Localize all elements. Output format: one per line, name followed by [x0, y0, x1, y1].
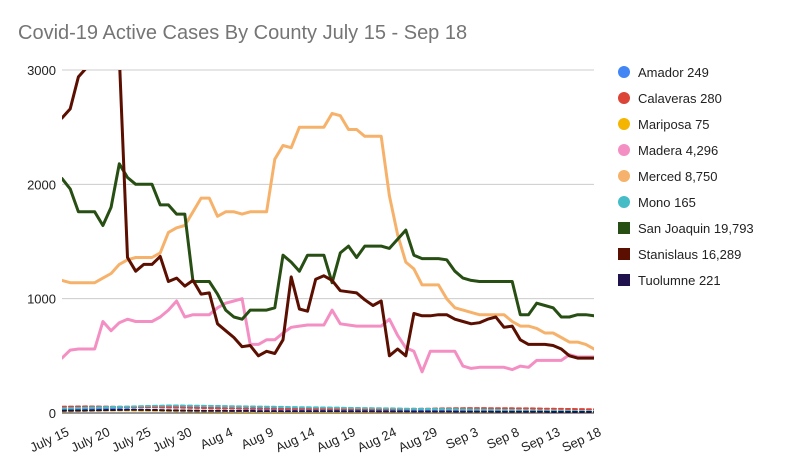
- legend-label: Madera 4,296: [638, 143, 718, 158]
- legend-label: Calaveras 280: [638, 91, 722, 106]
- y-tick-label: 3000: [27, 63, 56, 78]
- legend-marker: [618, 118, 630, 130]
- y-axis: 0 1000 2000 3000: [27, 63, 56, 421]
- x-tick-label: Aug 9: [239, 424, 276, 452]
- legend-marker: [618, 248, 630, 260]
- x-tick-label: July 25: [109, 424, 153, 455]
- series-line: [62, 408, 594, 413]
- x-tick-label: July 20: [69, 424, 113, 455]
- y-tick-label: 0: [49, 406, 56, 421]
- x-tick-label: Aug 29: [396, 424, 440, 455]
- legend-marker: [618, 144, 630, 156]
- series-line: [62, 404, 594, 413]
- x-tick-label: Aug 24: [355, 424, 399, 455]
- series-line: [62, 297, 594, 374]
- y-tick-label: 2000: [27, 177, 56, 192]
- x-tick-label: Aug 4: [198, 424, 235, 452]
- legend-marker: [618, 274, 630, 286]
- legend-label: Mono 165: [638, 195, 696, 210]
- series-line: [62, 111, 594, 351]
- legend-label: Tuolumne 221: [638, 273, 721, 288]
- chart-title: Covid-19 Active Cases By County July 15 …: [18, 22, 468, 44]
- legend-label: Stanislaus 16,289: [638, 247, 741, 262]
- legend-label: Mariposa 75: [638, 117, 710, 132]
- series-line: [62, 405, 594, 411]
- x-tick-label: July 15: [28, 424, 72, 455]
- legend-label: Amador 249: [638, 65, 709, 80]
- legend-marker: [618, 222, 630, 234]
- x-tick-label: Sep 18: [560, 424, 604, 455]
- y-tick-label: 1000: [27, 292, 56, 307]
- legend: Amador 249 Calaveras 280 Mariposa 75 Madera…: [618, 65, 754, 288]
- series-lines: [62, 70, 594, 413]
- x-tick-label: Sep 8: [484, 424, 521, 452]
- legend-label: Merced 8,750: [638, 169, 718, 184]
- legend-marker: [618, 170, 630, 182]
- legend-marker: [618, 92, 630, 104]
- series-line: [62, 162, 594, 321]
- x-tick-label: Aug 19: [314, 424, 358, 455]
- legend-marker: [618, 196, 630, 208]
- x-tick-label: July 30: [150, 424, 194, 455]
- series-line: [62, 70, 594, 360]
- x-tick-label: Sep 13: [519, 424, 563, 455]
- x-tick-label: Sep 3: [443, 424, 480, 452]
- legend-label: San Joaquin 19,793: [638, 221, 754, 236]
- legend-marker: [618, 66, 630, 78]
- x-tick-label: Aug 14: [273, 424, 317, 455]
